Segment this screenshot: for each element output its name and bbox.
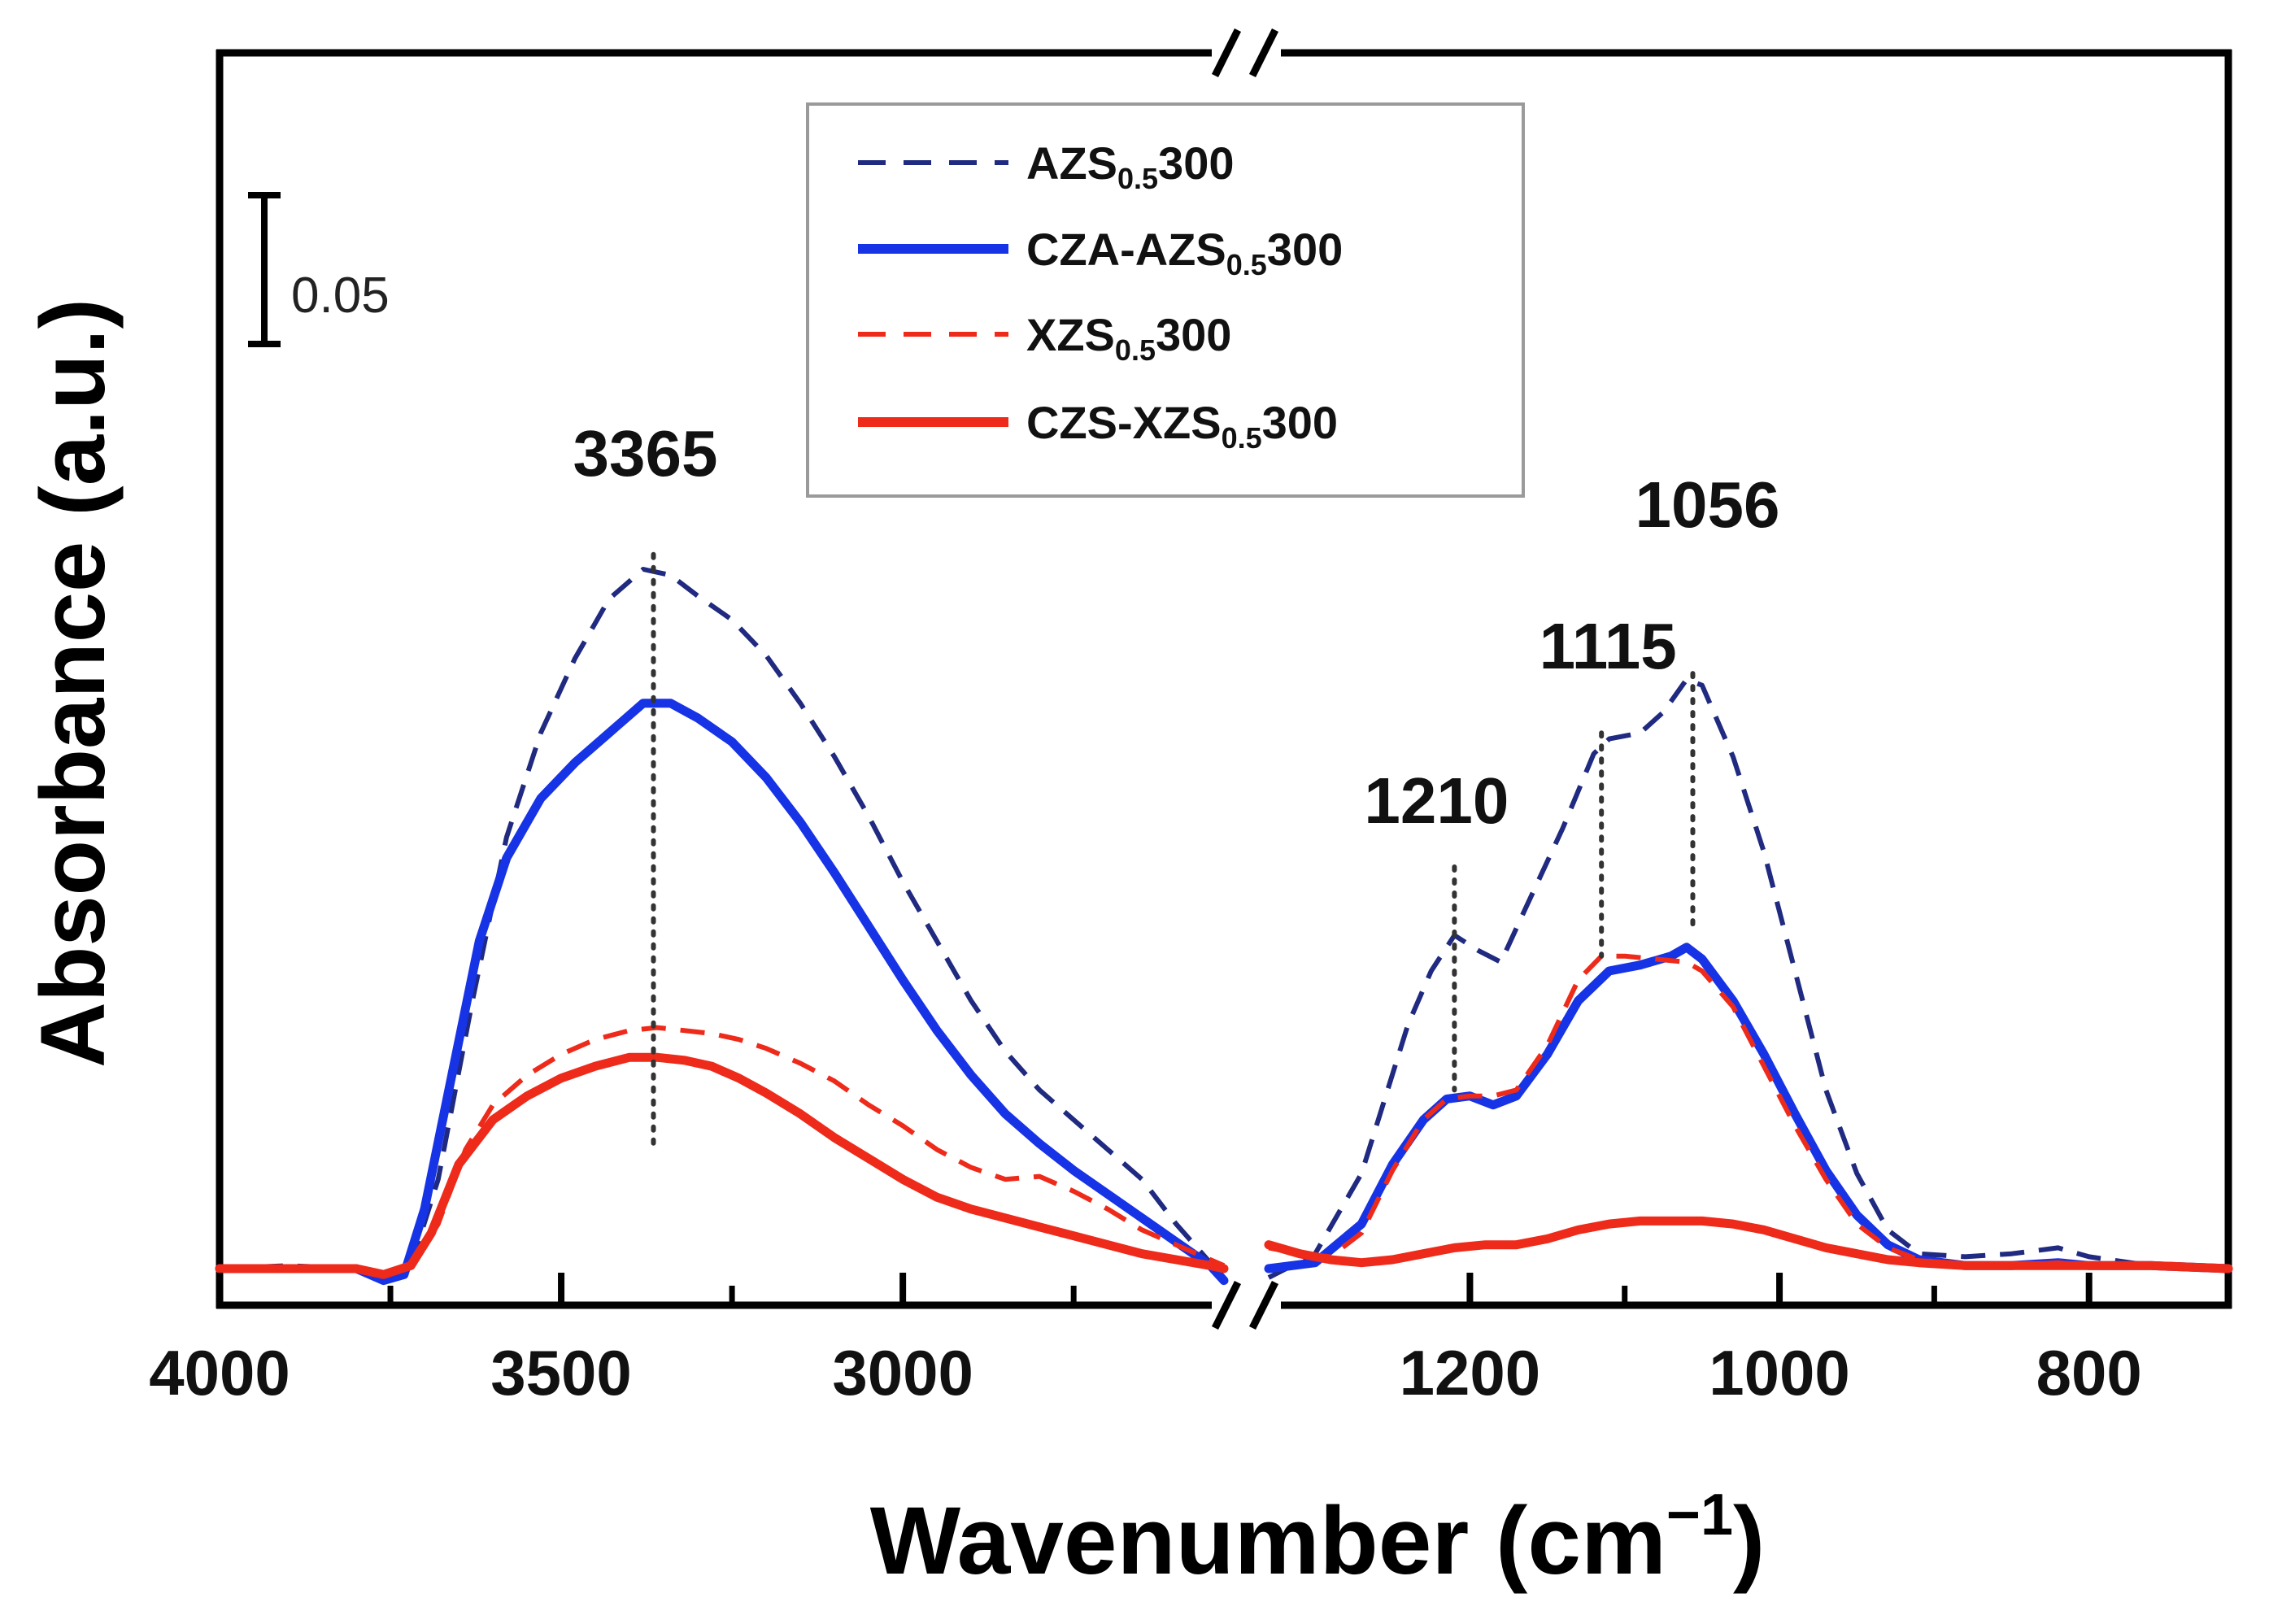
peak-label-1115: 1115 xyxy=(1540,610,1677,682)
legend: AZS0.5300 CZA-AZS0.5300 XZS0.5300 CZS-XZ… xyxy=(806,102,1525,498)
x-tick-label-1200: 1200 xyxy=(1400,1337,1541,1408)
x-tick-label-800: 800 xyxy=(2036,1337,2142,1408)
legend-label-czs-xzs-base: CZS-XZS xyxy=(1026,397,1222,448)
legend-label-cza-azs-sub: 0.5 xyxy=(1226,248,1267,281)
x-tick-label-3500: 3500 xyxy=(490,1337,632,1408)
scale-bar: 0.05 xyxy=(248,192,390,347)
series-czs-xzs0-5300-seg1 xyxy=(215,1052,1229,1279)
peak-label-3365: 3365 xyxy=(573,417,718,490)
legend-entry-czs-xzs: CZS-XZS0.5300 xyxy=(858,397,1338,455)
axis-break-mark-bottom-1 xyxy=(1211,1280,1242,1330)
peak-label-1056: 1056 xyxy=(1635,468,1779,541)
legend-label-azs-tail: 300 xyxy=(1158,137,1234,189)
legend-label-azs-base: AZS xyxy=(1026,137,1117,189)
legend-label-xzs-sub: 0.5 xyxy=(1115,333,1156,367)
series-layer xyxy=(215,567,2233,1286)
legend-label-cza-azs: CZA-AZS0.5300 xyxy=(1026,224,1343,281)
y-axis-title: Absorbance (a.u.) xyxy=(22,298,124,1068)
legend-label-xzs-tail: 300 xyxy=(1156,309,1231,360)
axis-break-mark-top-2 xyxy=(1248,28,1279,78)
legend-label-azs: AZS0.5300 xyxy=(1026,137,1234,195)
axis-break-mark-bottom-2 xyxy=(1248,1280,1279,1330)
series-czs-xzs0-5300-seg2 xyxy=(1264,1216,2233,1274)
series-azs0-5300-seg1 xyxy=(219,567,1226,1282)
legend-label-czs-xzs-tail: 300 xyxy=(1262,397,1338,448)
x-axis-title-sup: −1 xyxy=(1666,1482,1733,1548)
x-tick-labels: 4000 3500 3000 1200 1000 800 xyxy=(149,1337,2142,1408)
x-tick-label-1000: 1000 xyxy=(1709,1337,1850,1408)
legend-label-xzs-base: XZS xyxy=(1026,309,1115,360)
axis-break-mark-top-1 xyxy=(1211,28,1242,78)
peak-labels: 3365 1210 1115 1056 xyxy=(508,389,1779,837)
scale-bar-label: 0.05 xyxy=(291,268,390,324)
legend-box xyxy=(806,102,1525,498)
legend-entry-azs: AZS0.5300 xyxy=(858,137,1234,195)
legend-label-czs-xzs-sub: 0.5 xyxy=(1222,421,1262,455)
legend-label-azs-sub: 0.5 xyxy=(1117,162,1158,195)
legend-label-xzs: XZS0.5300 xyxy=(1026,309,1231,367)
annotation-lines xyxy=(651,551,1696,1152)
x-axis-title-close: ) xyxy=(1733,1487,1765,1595)
ticks-layer xyxy=(216,1273,2093,1305)
peak-label-3365-backdrop xyxy=(508,389,842,511)
plot-frame xyxy=(216,28,2232,1330)
legend-entry-xzs: XZS0.5300 xyxy=(858,309,1231,367)
legend-label-cza-azs-tail: 300 xyxy=(1267,224,1343,275)
x-tick-label-4000: 4000 xyxy=(149,1337,290,1408)
x-axis-title: Wavenumber (cm−1) xyxy=(870,1482,1766,1595)
legend-label-czs-xzs: CZS-XZS0.5300 xyxy=(1026,397,1338,455)
legend-entry-cza-azs: CZA-AZS0.5300 xyxy=(858,224,1343,281)
series-cza-azs0-5300-seg1 xyxy=(215,699,1229,1286)
peak-label-1210: 1210 xyxy=(1364,764,1509,837)
legend-label-cza-azs-base: CZA-AZS xyxy=(1026,224,1226,275)
x-axis-title-main: Wavenumber (cm xyxy=(870,1487,1666,1595)
series-azs0-5300-seg2 xyxy=(1267,677,2229,1280)
x-tick-label-3000: 3000 xyxy=(832,1337,973,1408)
